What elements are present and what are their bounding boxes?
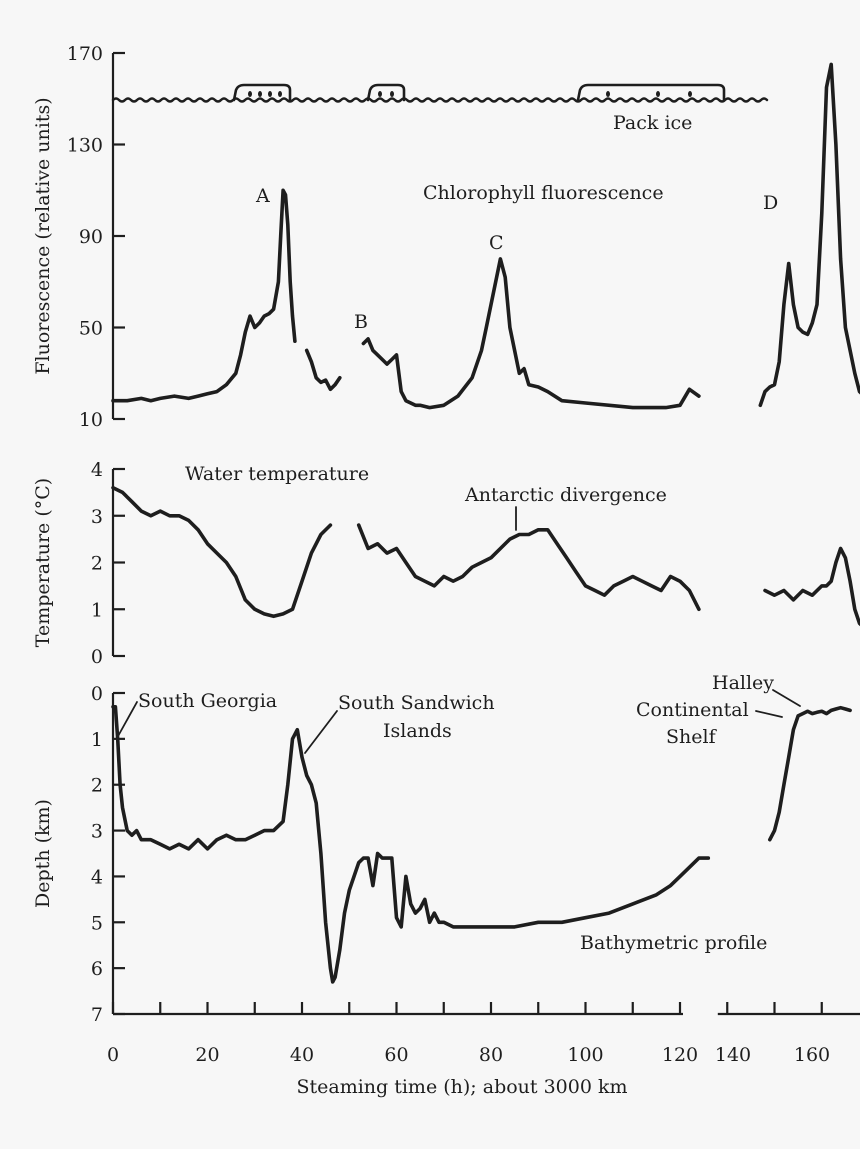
bathymetry-title: Bathymetric profile bbox=[580, 932, 767, 954]
ice-dot bbox=[378, 91, 382, 97]
fluorescence-y-tick-label: 90 bbox=[79, 226, 103, 248]
x-tick-label: 160 bbox=[794, 1044, 830, 1066]
bathymetry-y-tick-label: 0 bbox=[91, 683, 103, 705]
bathymetry-y-axis-label: Depth (km) bbox=[32, 799, 54, 908]
x-tick-label: 80 bbox=[479, 1044, 503, 1066]
ice-dot bbox=[248, 91, 252, 97]
ice-dot bbox=[656, 91, 660, 97]
bathymetry-y-tick-label: 4 bbox=[91, 866, 103, 888]
temperature-title: Water temperature bbox=[185, 463, 369, 485]
bathymetry-y-tick-label: 5 bbox=[91, 912, 103, 934]
fluorescence-b-line bbox=[304, 348, 342, 392]
axes-layer bbox=[111, 51, 860, 1016]
temperature-y-tick-label: 1 bbox=[91, 599, 103, 621]
fluorescence-y-axis-label: Fluorescence (relative units) bbox=[32, 97, 54, 374]
continental-label: Continental bbox=[636, 699, 749, 721]
halley-leader bbox=[772, 689, 801, 707]
temperature-c-line bbox=[763, 546, 860, 627]
shelf-label: Shelf bbox=[666, 726, 718, 748]
temperature-y-axis-label: Temperature (°C) bbox=[32, 478, 54, 647]
fluorescence-y-tick-label: 10 bbox=[79, 409, 103, 431]
peak-label-d: D bbox=[763, 192, 778, 214]
ice-dot bbox=[258, 91, 262, 97]
peak-label-a: A bbox=[255, 185, 270, 207]
x-tick-label: 60 bbox=[384, 1044, 408, 1066]
fluorescence-a-line bbox=[111, 188, 297, 403]
halley-label: Halley bbox=[712, 672, 774, 694]
bathymetry-y-tick-label: 6 bbox=[91, 958, 103, 980]
south-georgia-label: South Georgia bbox=[138, 690, 277, 712]
fluorescence-y-tick-label: 50 bbox=[79, 318, 103, 340]
bathymetry-y-tick-label: 7 bbox=[91, 1004, 103, 1026]
ice-dot bbox=[268, 91, 272, 97]
fluorescence-y-tick-label: 170 bbox=[67, 43, 103, 65]
x-tick-label: 140 bbox=[715, 1044, 751, 1066]
pack-ice-sea-wave bbox=[111, 97, 769, 103]
x-tick-label: 20 bbox=[195, 1044, 219, 1066]
ice-floe-1 bbox=[232, 83, 292, 102]
bathymetry-a-line bbox=[111, 705, 711, 984]
bathymetry-y-tick-label: 1 bbox=[91, 729, 103, 751]
fluorescence-title: Chlorophyll fluorescence bbox=[423, 182, 664, 204]
ice-dot bbox=[390, 91, 394, 97]
x-axis-label: Steaming time (h); about 3000 km bbox=[296, 1076, 627, 1098]
x-tick-label: 40 bbox=[290, 1044, 314, 1066]
x-tick-label: 100 bbox=[567, 1044, 603, 1066]
ice-dot bbox=[606, 91, 610, 97]
temperature-y-tick-label: 2 bbox=[91, 553, 103, 575]
fluorescence-c-line bbox=[361, 257, 701, 410]
pack-ice-layer bbox=[111, 83, 769, 103]
temperature-y-tick-label: 4 bbox=[91, 459, 103, 481]
south-sandwich-leader bbox=[304, 710, 338, 754]
temperature-b-line bbox=[356, 523, 701, 612]
bathymetry-b-line bbox=[768, 705, 852, 842]
x-tick-label: 0 bbox=[107, 1044, 119, 1066]
south-sandwich-label-line2: Islands bbox=[383, 720, 452, 742]
peak-label-c: C bbox=[489, 232, 504, 254]
series-layer bbox=[111, 62, 860, 984]
pack-ice-label: Pack ice bbox=[613, 112, 692, 134]
peak-label-b: B bbox=[354, 311, 368, 333]
x-tick-label: 120 bbox=[662, 1044, 698, 1066]
ice-floe-2 bbox=[366, 83, 406, 102]
ice-floe-3 bbox=[576, 83, 726, 102]
temperature-a-line bbox=[111, 485, 333, 619]
fluorescence-d-line bbox=[758, 62, 860, 408]
south-sandwich-label-line1: South Sandwich bbox=[338, 692, 495, 714]
continental-shelf-leader bbox=[755, 710, 783, 718]
ice-dot bbox=[278, 91, 282, 97]
ice-dot bbox=[688, 91, 692, 97]
temperature-y-tick-label: 0 bbox=[91, 646, 103, 668]
bathymetry-y-tick-label: 2 bbox=[91, 775, 103, 797]
south-georgia-leader bbox=[116, 701, 138, 739]
bathymetry-y-tick-label: 3 bbox=[91, 821, 103, 843]
temperature-y-tick-label: 3 bbox=[91, 506, 103, 528]
antarctic-divergence-label: Antarctic divergence bbox=[464, 484, 667, 506]
fluorescence-y-tick-label: 130 bbox=[67, 135, 103, 157]
